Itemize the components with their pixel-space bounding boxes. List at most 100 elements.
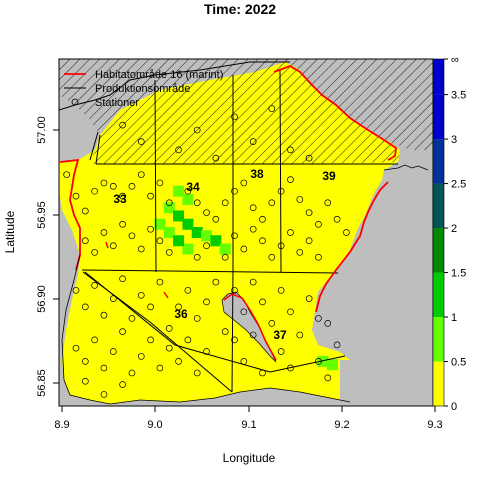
station-marker: [100, 311, 108, 319]
colorbar-tick-label: 1: [451, 312, 457, 324]
heatmap-cells: [154, 185, 338, 371]
station-marker: [81, 358, 89, 365]
station-marker: [137, 171, 145, 179]
station-marker: [147, 225, 154, 233]
area-labels: 33 34 36 37 38 39: [113, 167, 336, 342]
station-marker: [175, 146, 182, 154]
colorbar-tick-label: 3: [451, 134, 457, 146]
station-marker: [193, 369, 201, 377]
station-marker: [91, 187, 98, 195]
station-marker: [324, 199, 332, 207]
station-marker: [81, 237, 89, 245]
station-marker: [91, 248, 98, 256]
colorbar-segment: [433, 59, 444, 95]
station-marker: [175, 358, 182, 365]
y-axis: 56.85 56.90 56.95 57.00 Latitude: [3, 116, 60, 397]
station-marker: [72, 286, 80, 294]
colorbar-segment: [433, 228, 444, 273]
coastline: [61, 164, 429, 405]
colorbar-tick-label: 2.5: [451, 179, 466, 191]
station-marker: [333, 341, 341, 349]
station-marker: [156, 237, 164, 245]
colorbar-segment: [433, 361, 444, 406]
station-marker: [333, 215, 341, 223]
station-marker: [212, 154, 220, 162]
heatmap-cell: [182, 193, 194, 205]
heatmap-cell: [191, 227, 203, 238]
heatmap-cell: [210, 235, 222, 247]
station-marker: [147, 303, 154, 311]
land-patch: [360, 230, 432, 360]
station-marker: [119, 192, 126, 200]
station-marker: [324, 320, 332, 327]
station-marker: [128, 182, 136, 190]
colorbar-tick-label: ∞: [451, 54, 459, 66]
station-marker: [119, 275, 126, 283]
station-marker: [91, 336, 98, 344]
station-marker: [91, 282, 98, 289]
station-marker: [193, 199, 201, 207]
station-marker: [296, 196, 304, 203]
station-marker: [296, 248, 304, 256]
heatmap-cell: [317, 355, 329, 367]
station-marker: [81, 207, 89, 215]
station-marker: [240, 179, 248, 187]
station-marker: [100, 229, 108, 236]
station-marker: [137, 353, 145, 360]
legend-production-label: Produktionsområde: [95, 83, 190, 95]
x-tick-label: 9.0: [147, 419, 162, 431]
station-marker: [277, 348, 285, 355]
y-tick-label: 57.00: [36, 116, 48, 144]
station-marker: [305, 209, 313, 217]
heatmap-cell: [219, 243, 231, 255]
x-tick-label: 9.1: [241, 419, 256, 431]
station-marker: [315, 315, 322, 322]
station-marker: [221, 199, 229, 207]
area-label-34: 34: [186, 180, 200, 194]
legend-station-swatch: [71, 98, 79, 106]
colorbar-segment: [433, 94, 444, 140]
heatmap-cell: [154, 218, 166, 230]
station-marker: [249, 331, 257, 339]
habitat-line: [223, 293, 277, 361]
station-marker: [277, 286, 285, 294]
station-marker: [249, 278, 257, 286]
hatched-region: [250, 59, 433, 150]
station-marker: [231, 232, 238, 240]
station-marker: [203, 209, 210, 217]
y-tick-label: 56.85: [36, 369, 48, 397]
station-markers: [63, 105, 350, 398]
plot-area: [59, 59, 433, 406]
station-marker: [184, 187, 192, 195]
colorbar-segment: [433, 317, 444, 362]
colorbar: 0 0.5 1 1.5 2 2.5 3 3.5 ∞: [432, 54, 466, 413]
station-marker: [305, 237, 313, 245]
station-marker: [259, 215, 266, 223]
x-tick-label: 9.2: [334, 419, 349, 431]
colorbar-segment: [433, 272, 444, 318]
station-marker: [175, 303, 182, 311]
station-marker: [165, 199, 173, 207]
x-axis-title: Longitude: [223, 451, 276, 465]
heatmap-cell: [173, 185, 185, 197]
area-label-33: 33: [113, 192, 127, 206]
station-marker: [137, 138, 145, 145]
station-marker: [119, 381, 126, 388]
area-label-37: 37: [273, 328, 287, 342]
legend: Habitatområde 16 (marint) Produktionsomr…: [64, 69, 223, 109]
station-marker: [100, 364, 108, 372]
station-marker: [100, 179, 108, 187]
heatmap-cell: [163, 227, 175, 238]
station-marker: [221, 328, 229, 335]
station-marker: [128, 369, 136, 377]
station-marker: [231, 336, 238, 344]
station-marker: [147, 336, 154, 344]
heatmap-cell: [182, 218, 194, 230]
station-marker: [156, 179, 164, 187]
station-marker: [259, 369, 266, 377]
land-patch: [340, 360, 432, 406]
area-label-38: 38: [250, 167, 264, 181]
y-tick-label: 56.90: [36, 285, 48, 313]
station-marker: [240, 245, 248, 253]
station-marker: [268, 105, 276, 112]
